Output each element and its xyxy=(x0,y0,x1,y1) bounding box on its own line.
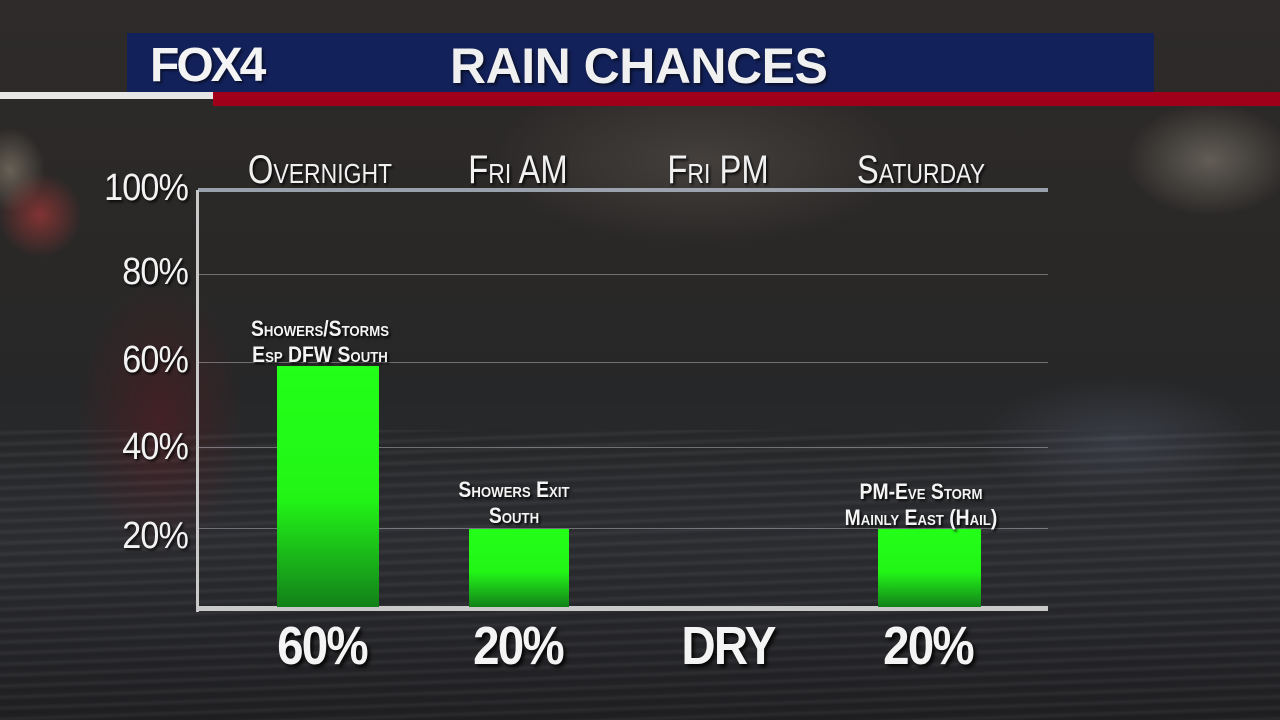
annotation-fri-am-line1: Showers Exit xyxy=(458,477,570,502)
category-saturday: Saturday xyxy=(856,148,986,192)
category-overnight: Overnight xyxy=(247,148,393,192)
fox4-logo: FOX4 xyxy=(150,39,266,92)
annotation-fri-am: Showers Exit South xyxy=(400,477,629,529)
category-fri-pm: Fri PM xyxy=(667,148,769,192)
annotation-saturday-line2: Mainly East (Hail) xyxy=(844,505,998,530)
gridline-80 xyxy=(198,274,1048,275)
ytick-40: 40% xyxy=(122,426,189,468)
header-bar xyxy=(127,33,1154,92)
gridline-100 xyxy=(198,188,1048,192)
page-title: RAIN CHANCES xyxy=(450,38,828,94)
gridline-40 xyxy=(198,447,1048,448)
x-axis-baseline xyxy=(198,606,1048,611)
annotation-overnight-line1: Showers/Storms xyxy=(250,316,390,341)
background-water xyxy=(0,430,1280,720)
ytick-60: 60% xyxy=(122,339,189,381)
y-axis-line xyxy=(196,190,199,612)
ytick-20: 20% xyxy=(122,515,189,557)
bar-saturday xyxy=(878,529,981,607)
ytick-80: 80% xyxy=(122,251,189,293)
header-white-stripe xyxy=(0,92,213,99)
bar-overnight xyxy=(277,366,379,607)
bar-fri-am xyxy=(469,529,569,607)
value-overnight: 60% xyxy=(277,616,369,676)
category-fri-am: Fri AM xyxy=(468,148,568,192)
ytick-100: 100% xyxy=(104,167,189,209)
header-red-stripe xyxy=(213,92,1280,106)
annotation-overnight-line2: Esp DFW South xyxy=(252,342,388,367)
gridline-60 xyxy=(198,362,1048,363)
gridline-20 xyxy=(198,528,1048,529)
annotation-saturday-line1: PM-Eve Storm xyxy=(859,479,983,504)
annotation-saturday: PM-Eve Storm Mainly East (Hail) xyxy=(807,479,1036,531)
annotation-fri-am-line2: South xyxy=(488,503,540,528)
value-fri-am: 20% xyxy=(473,616,565,676)
annotation-overnight: Showers/Storms Esp DFW South xyxy=(206,316,435,368)
value-fri-pm: DRY xyxy=(681,616,776,676)
value-saturday: 20% xyxy=(883,616,975,676)
